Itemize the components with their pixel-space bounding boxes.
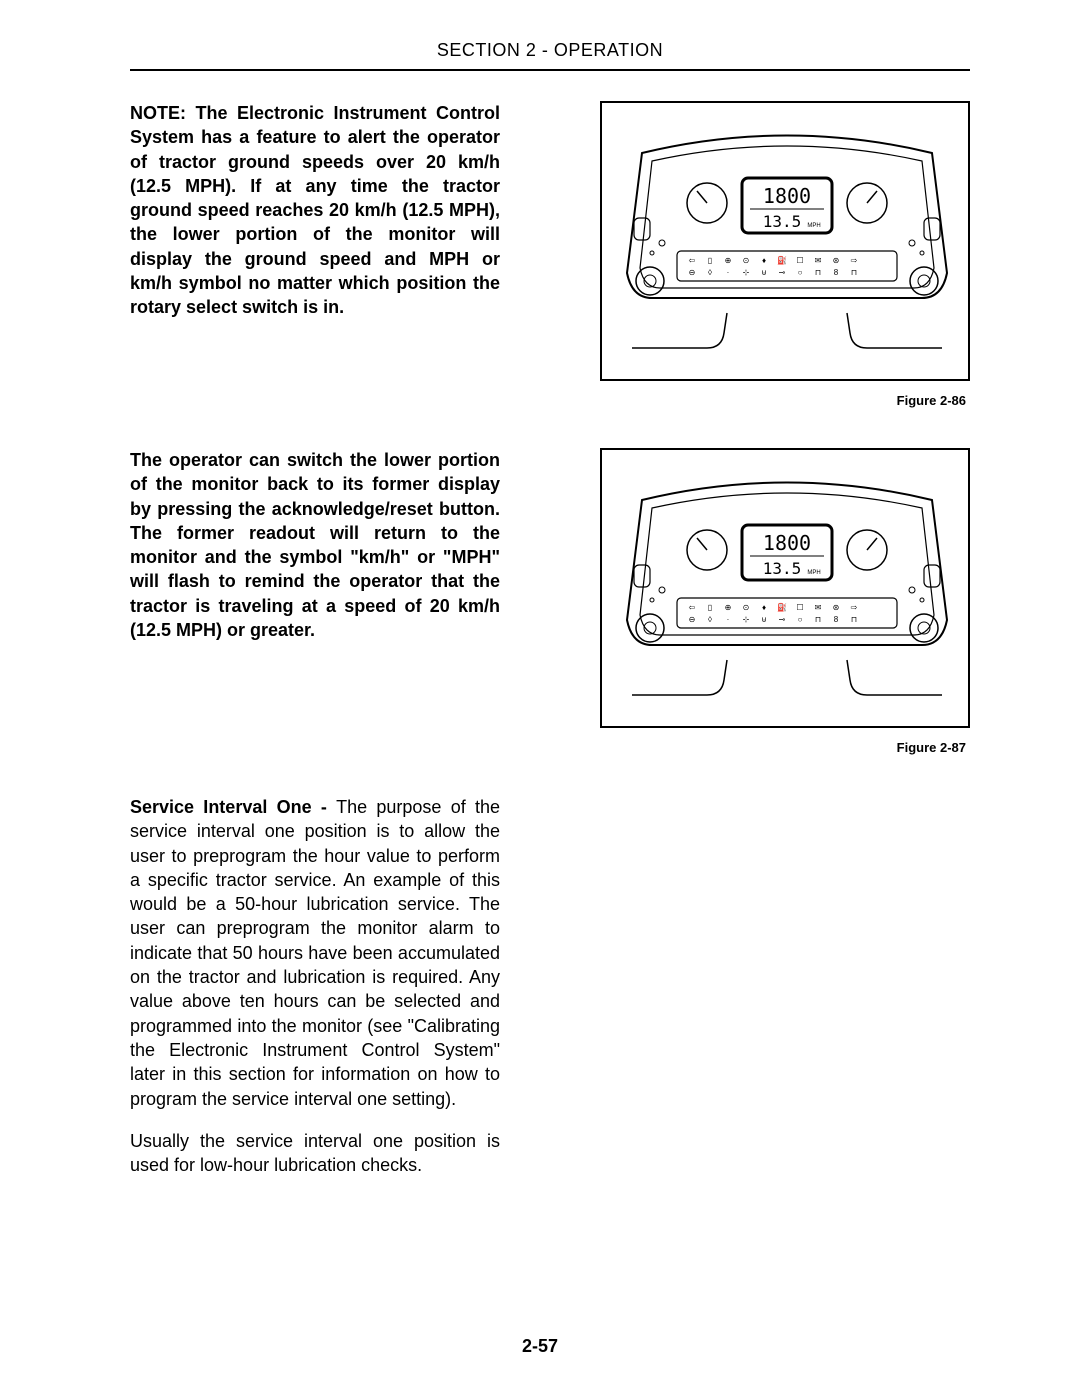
figure-1-caption: Figure 2-86	[897, 393, 970, 408]
svg-text:⊹: ⊹	[743, 268, 750, 277]
svg-text:⊓: ⊓	[851, 268, 857, 277]
svg-text:1800: 1800	[763, 531, 811, 555]
svg-text:8: 8	[834, 615, 839, 624]
svg-text:MPH: MPH	[807, 223, 820, 229]
service-para-2: Usually the service interval one positio…	[130, 1129, 500, 1178]
svg-text:8: 8	[834, 268, 839, 277]
svg-text:⇦: ⇦	[689, 256, 696, 265]
header-rule	[130, 69, 970, 71]
dashboard-diagram-2: 1800 13.5 MPH ⇦ ▯ ⊕ ⊙ ♦ ⛽ ☐ ✉ ⊛ ⇨ ⊖ ◊ · ⊹ ⊍ ⊸ ○ ⊓ 8 ⊓	[602, 450, 972, 730]
svg-text:⛽: ⛽	[777, 255, 787, 265]
svg-text:⇦: ⇦	[689, 603, 696, 612]
svg-text:☐: ☐	[796, 256, 803, 265]
svg-text:⊍: ⊍	[761, 268, 767, 277]
svg-text:◊: ◊	[708, 268, 712, 277]
svg-text:·: ·	[727, 615, 730, 624]
svg-text:⊓: ⊓	[815, 615, 821, 624]
svg-text:⊙: ⊙	[743, 256, 750, 265]
svg-text:⇨: ⇨	[851, 603, 858, 612]
svg-text:13.5: 13.5	[763, 212, 802, 231]
figure-2-col: 1800 13.5 MPH ⇦ ▯ ⊕ ⊙ ♦ ⛽ ☐ ✉ ⊛ ⇨ ⊖ ◊ · ⊹ ⊍ ⊸ ○ ⊓ 8 ⊓	[530, 448, 970, 755]
note-1: NOTE: The Electronic Instrument Control …	[130, 101, 500, 408]
dashboard-diagram-1: 1800 13.5 MPH ⇦ ▯ ⊕ ⊙ ♦ ⛽ ☐ ✉ ⊛ ⇨ ⊖ ◊ · ⊹ ⊍ ⊸ ○ ⊓ 8 ⊓	[602, 103, 972, 383]
svg-text:▯: ▯	[708, 256, 712, 265]
svg-text:⊛: ⊛	[833, 256, 840, 265]
note-2: The operator can switch the lower portio…	[130, 448, 500, 755]
figure-1-col: 1800 13.5 MPH ⇦ ▯ ⊕ ⊙ ♦ ⛽ ☐ ✉ ⊛ ⇨ ⊖ ◊ · ⊹ ⊍ ⊸ ○ ⊓ 8 ⊓	[530, 101, 970, 408]
svg-text:⊓: ⊓	[815, 268, 821, 277]
svg-text:1800: 1800	[763, 184, 811, 208]
svg-text:○: ○	[798, 268, 803, 277]
svg-text:⊸: ⊸	[779, 268, 786, 277]
svg-text:⊕: ⊕	[725, 256, 732, 265]
row-1: NOTE: The Electronic Instrument Control …	[130, 101, 970, 408]
svg-text:○: ○	[798, 615, 803, 624]
svg-text:⊹: ⊹	[743, 615, 750, 624]
svg-text:♦: ♦	[762, 256, 766, 265]
row-2: The operator can switch the lower portio…	[130, 448, 970, 755]
svg-text:⊕: ⊕	[725, 603, 732, 612]
svg-text:MPH: MPH	[807, 570, 820, 576]
svg-text:⊖: ⊖	[689, 615, 696, 624]
figure-1: 1800 13.5 MPH ⇦ ▯ ⊕ ⊙ ♦ ⛽ ☐ ✉ ⊛ ⇨ ⊖ ◊ · ⊹ ⊍ ⊸ ○ ⊓ 8 ⊓	[600, 101, 970, 381]
svg-text:⊸: ⊸	[779, 615, 786, 624]
svg-text:▯: ▯	[708, 603, 712, 612]
svg-text:·: ·	[727, 268, 730, 277]
svg-text:⊓: ⊓	[851, 615, 857, 624]
svg-text:⊙: ⊙	[743, 603, 750, 612]
service-body-1: The purpose of the service interval one …	[130, 797, 500, 1109]
svg-text:⛽: ⛽	[777, 602, 787, 612]
page-number: 2-57	[0, 1336, 1080, 1357]
svg-text:♦: ♦	[762, 603, 766, 612]
section-header: SECTION 2 - OPERATION	[130, 40, 970, 61]
svg-text:⊍: ⊍	[761, 615, 767, 624]
figure-2-caption: Figure 2-87	[897, 740, 970, 755]
svg-text:✉: ✉	[815, 603, 822, 612]
service-interval-block: Service Interval One - The purpose of th…	[130, 795, 500, 1177]
svg-text:✉: ✉	[815, 256, 822, 265]
svg-text:13.5: 13.5	[763, 559, 802, 578]
service-lead: Service Interval One -	[130, 797, 336, 817]
svg-text:⊖: ⊖	[689, 268, 696, 277]
service-para-1: Service Interval One - The purpose of th…	[130, 795, 500, 1111]
svg-text:⇨: ⇨	[851, 256, 858, 265]
figure-2: 1800 13.5 MPH ⇦ ▯ ⊕ ⊙ ♦ ⛽ ☐ ✉ ⊛ ⇨ ⊖ ◊ · ⊹ ⊍ ⊸ ○ ⊓ 8 ⊓	[600, 448, 970, 728]
svg-text:☐: ☐	[796, 603, 803, 612]
svg-text:⊛: ⊛	[833, 603, 840, 612]
svg-text:◊: ◊	[708, 615, 712, 624]
